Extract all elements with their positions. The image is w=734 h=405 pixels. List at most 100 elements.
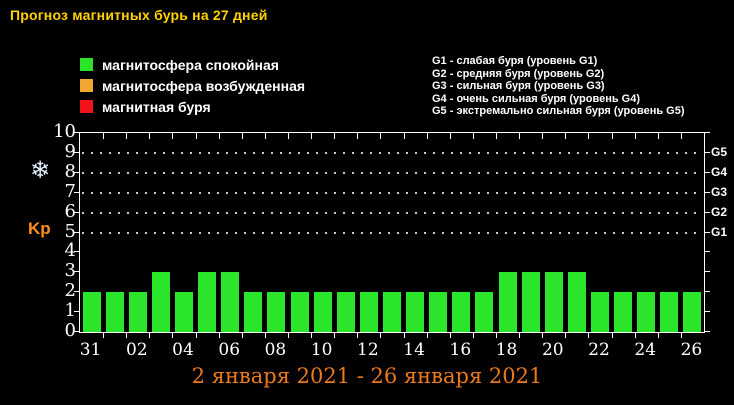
date-range-label: 2 января 2021 - 26 января 2021: [191, 364, 543, 388]
kp-bar: [267, 292, 286, 332]
axis-tick: [357, 133, 359, 139]
x-tick-label: 04: [172, 340, 194, 360]
grid-line: [82, 151, 702, 154]
axis-tick: [657, 333, 659, 338]
storm-level-g1: G1 - слабая буря (уровень G1): [432, 55, 598, 67]
axis-tick: [241, 333, 243, 338]
storm-level-g5: G5 - экстремально сильная буря (уровень …: [432, 105, 685, 118]
kp-bar: [359, 292, 378, 332]
axis-tick: [426, 133, 428, 139]
x-tick-label: 22: [588, 340, 610, 360]
kp-bar: [313, 292, 332, 332]
x-tick-label: 16: [449, 340, 472, 360]
y-tick-label: 4: [64, 240, 76, 262]
axis-tick: [496, 333, 497, 338]
y-tick-label: 5: [64, 220, 76, 242]
kp-bar: [683, 292, 702, 332]
axis-tick: [496, 133, 497, 139]
chart-plot-area: [74, 132, 710, 338]
grid-line: [82, 171, 702, 174]
axis-tick: [126, 333, 128, 338]
x-tick-label: 08: [264, 340, 287, 360]
legend-item-storm: магнитная буря: [80, 99, 305, 115]
axis-tick: [611, 333, 613, 338]
x-tick-label: 06: [218, 340, 241, 360]
axis-tick: [426, 333, 428, 338]
kp-bar: [567, 272, 586, 332]
axis-tick: [264, 133, 266, 139]
kp-bar: [382, 292, 402, 332]
axis-tick: [103, 133, 105, 139]
axis-tick: [195, 333, 197, 338]
y-tick-label: 0: [64, 320, 76, 341]
kp-bar: [521, 272, 540, 332]
axis-tick: [380, 333, 382, 338]
storm-level-legend: G1 - слабая буря (уровень G1) G2 - средн…: [432, 55, 685, 118]
storm-level-g2: G2 - средняя буря (уровень G2): [432, 67, 605, 80]
kp-bar: [151, 272, 170, 332]
axis-tick: [288, 133, 289, 139]
y-axis-label: Kp: [28, 219, 51, 238]
axis-tick: [218, 133, 220, 139]
axis-tick: [74, 211, 79, 213]
kp-bar: [174, 292, 194, 332]
axis-tick: [264, 333, 266, 338]
x-tick-label: 31: [79, 340, 102, 360]
kp-bar: [198, 272, 217, 332]
axis-tick: [218, 333, 220, 338]
x-tick-label: 26: [680, 340, 703, 360]
x-tick-label: 02: [125, 340, 148, 360]
kp-bar: [475, 292, 494, 332]
axis-tick: [195, 133, 197, 139]
axis-tick: [519, 333, 521, 338]
axis-tick: [74, 251, 79, 253]
kp-bar: [452, 292, 471, 332]
grid-line: [82, 191, 702, 194]
kp-bar: [406, 292, 425, 332]
kp-bar: [336, 292, 355, 332]
axis-tick: [588, 333, 590, 338]
axis-tick: [611, 133, 613, 139]
x-tick-label: 14: [403, 340, 425, 360]
x-tick-label: 18: [495, 340, 518, 360]
y-tick-label: 7: [64, 180, 76, 202]
storm-level-g4: G4 - очень сильная буря (уровень G4): [432, 92, 641, 105]
axis-tick: [74, 331, 79, 332]
axis-tick: [705, 132, 710, 133]
axis-tick: [705, 271, 710, 273]
axis-tick: [680, 333, 682, 338]
axis-tick: [565, 333, 567, 338]
axis-tick: [705, 331, 710, 332]
kp-bar: [637, 292, 656, 332]
kp-bar: [221, 272, 240, 332]
axis-tick: [172, 333, 174, 338]
x-tick-label: 10: [310, 340, 333, 360]
axis-tick: [634, 133, 636, 139]
axis-tick: [288, 333, 289, 338]
axis-tick: [403, 133, 405, 139]
green-square-icon: [80, 58, 93, 71]
axis-tick: [449, 333, 451, 338]
axis-tick: [705, 171, 710, 173]
axis-tick: [449, 133, 451, 139]
axis-tick: [311, 333, 313, 338]
kp-bar: [614, 292, 633, 332]
axis-tick: [680, 133, 682, 139]
axis-tick: [74, 132, 79, 133]
axis-tick: [472, 133, 474, 139]
axis-tick: [149, 333, 151, 338]
axis-tick: [705, 291, 710, 293]
axis-tick: [634, 333, 636, 338]
axis-tick: [74, 291, 79, 293]
y-tick-label: 6: [64, 200, 76, 222]
page-title: Прогноз магнитных бурь на 27 дней: [10, 7, 268, 23]
red-square-icon: [80, 100, 93, 113]
axis-tick: [705, 191, 710, 193]
kp-bar: [290, 292, 309, 332]
axis-tick: [334, 333, 336, 338]
g-level-label: G2: [711, 204, 728, 219]
axis-tick: [126, 133, 128, 139]
legend-item-label: магнитосфера спокойная: [102, 56, 279, 73]
grid-line: [82, 231, 702, 234]
